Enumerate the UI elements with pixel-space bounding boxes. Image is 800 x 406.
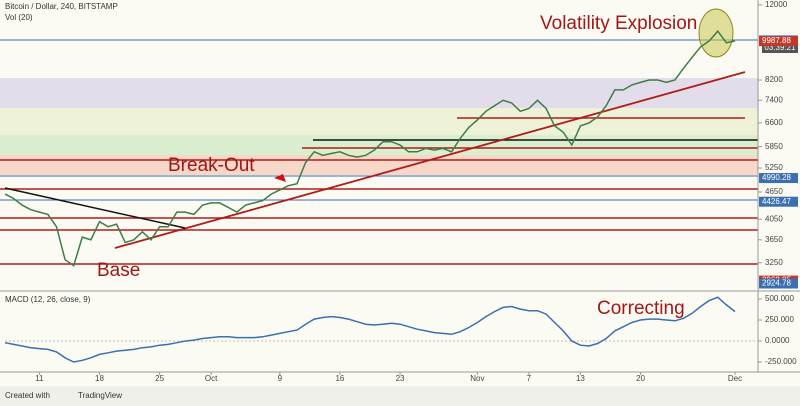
x-tick-label: 20 [636,374,645,383]
price-line [4,30,736,267]
price-tag [759,36,798,47]
x-tick-label: 11 [35,374,44,383]
footer-text: Created with [5,391,50,400]
footer-bar [0,386,800,406]
x-tick-label: 9 [278,374,283,383]
y-tick-label: 12000 [765,0,788,9]
y-tick-label: 5250 [765,163,783,172]
price-tag-label: 9987.88 [762,36,791,45]
zone [0,108,758,135]
annotation: Base [97,260,140,281]
x-tick-label: 13 [576,374,585,383]
annotation: Correcting [597,298,685,319]
zone [0,78,758,108]
trend-line [4,187,186,229]
countdown-box [762,43,798,53]
countdown: 03:39:21 [764,43,796,52]
y-tick-label: 8200 [765,75,783,84]
footer-brand: TradingView [78,391,122,400]
x-tick-label: 16 [335,374,344,383]
x-tick-label: 23 [396,374,405,383]
price-tag-label: 2924.78 [762,279,791,288]
chart-title: Bitcoin / Dollar, 240, BITSTAMP [5,2,118,11]
x-tick-label: 18 [95,374,104,383]
arrow [274,174,286,182]
y-tick-label: 500.000 [765,294,794,303]
y-tick-label: 6600 [765,118,783,127]
price-line [4,296,736,363]
x-tick-label: Oct [205,374,218,383]
annotation: Volatility Explosion [540,13,697,34]
price-tag [759,196,798,207]
y-tick-label: 3650 [765,235,783,244]
annotation: Break-Out [168,155,255,176]
macd-title: MACD (12, 26, close, 9) [5,295,91,304]
y-tick-label: 5850 [765,142,783,151]
price-tag-label: 4426.47 [762,197,791,206]
y-tick-label: 0.0000 [765,336,790,345]
price-tag [759,173,798,184]
x-tick-label: Nov [470,374,484,383]
trend-line [114,71,746,249]
volume-label: Vol (20) [5,13,33,22]
x-tick-label: Dec [728,374,742,383]
x-tick-label: 7 [527,374,532,383]
x-tick-label: 25 [155,374,164,383]
zone [0,155,758,175]
y-tick-label: 3250 [765,258,783,267]
y-tick-label: 4050 [765,214,783,223]
y-tick-label: 4650 [765,187,783,196]
y-tick-label: 7400 [765,95,783,104]
y-tick-label: -250.000 [765,357,797,366]
price-tag-label: 4990.28 [762,173,791,182]
y-tick-label: 250.000 [765,315,794,324]
price-tag [759,278,798,289]
